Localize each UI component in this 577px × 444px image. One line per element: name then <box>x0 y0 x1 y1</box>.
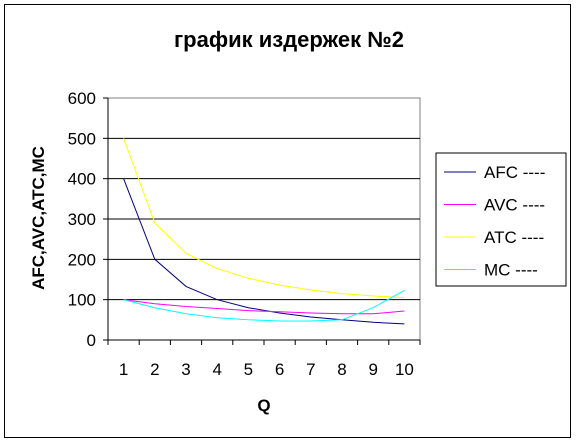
x-tick-label: 6 <box>275 360 284 379</box>
x-tick-label: 2 <box>150 360 159 379</box>
chart-title: график издержек №2 <box>174 27 404 52</box>
grid-lines <box>108 137 420 301</box>
legend-label: ATC ---- <box>484 228 544 247</box>
legend-label: AVC ---- <box>484 196 545 215</box>
y-tick-label: 200 <box>68 250 96 269</box>
x-tick-label: 4 <box>212 360 221 379</box>
y-axis-ticks: 0 100 200 300 400 500 600 <box>68 89 109 350</box>
series-line-mc <box>123 289 405 322</box>
y-tick-label: 100 <box>68 291 96 310</box>
y-tick-label: 300 <box>68 210 96 229</box>
legend-label: AFC ---- <box>484 163 545 182</box>
y-tick-label: 500 <box>68 129 96 148</box>
x-tick-label: 1 <box>119 360 128 379</box>
x-tick-label: 9 <box>368 360 377 379</box>
series-line-atc <box>123 138 405 299</box>
x-tick-label: 3 <box>181 360 190 379</box>
legend: AFC ---- AVC ---- ATC ---- MC ---- <box>435 152 567 287</box>
series-lines <box>123 138 405 325</box>
y-axis-label: AFC,AVC,ATC,MC <box>29 146 48 290</box>
legend-box <box>435 152 567 287</box>
y-tick-label: 0 <box>87 331 96 350</box>
series-line-afc <box>123 178 405 325</box>
y-tick-label: 600 <box>68 89 96 108</box>
x-tick-label: 10 <box>395 360 414 379</box>
legend-label: MC ---- <box>484 261 538 280</box>
x-axis-label: Q <box>257 396 270 415</box>
x-axis-ticks: 1 2 3 4 5 6 7 8 9 10 <box>107 339 421 379</box>
y-tick-label: 400 <box>68 170 96 189</box>
x-tick-label: 5 <box>244 360 253 379</box>
x-tick-label: 7 <box>306 360 315 379</box>
x-tick-label: 8 <box>337 360 346 379</box>
